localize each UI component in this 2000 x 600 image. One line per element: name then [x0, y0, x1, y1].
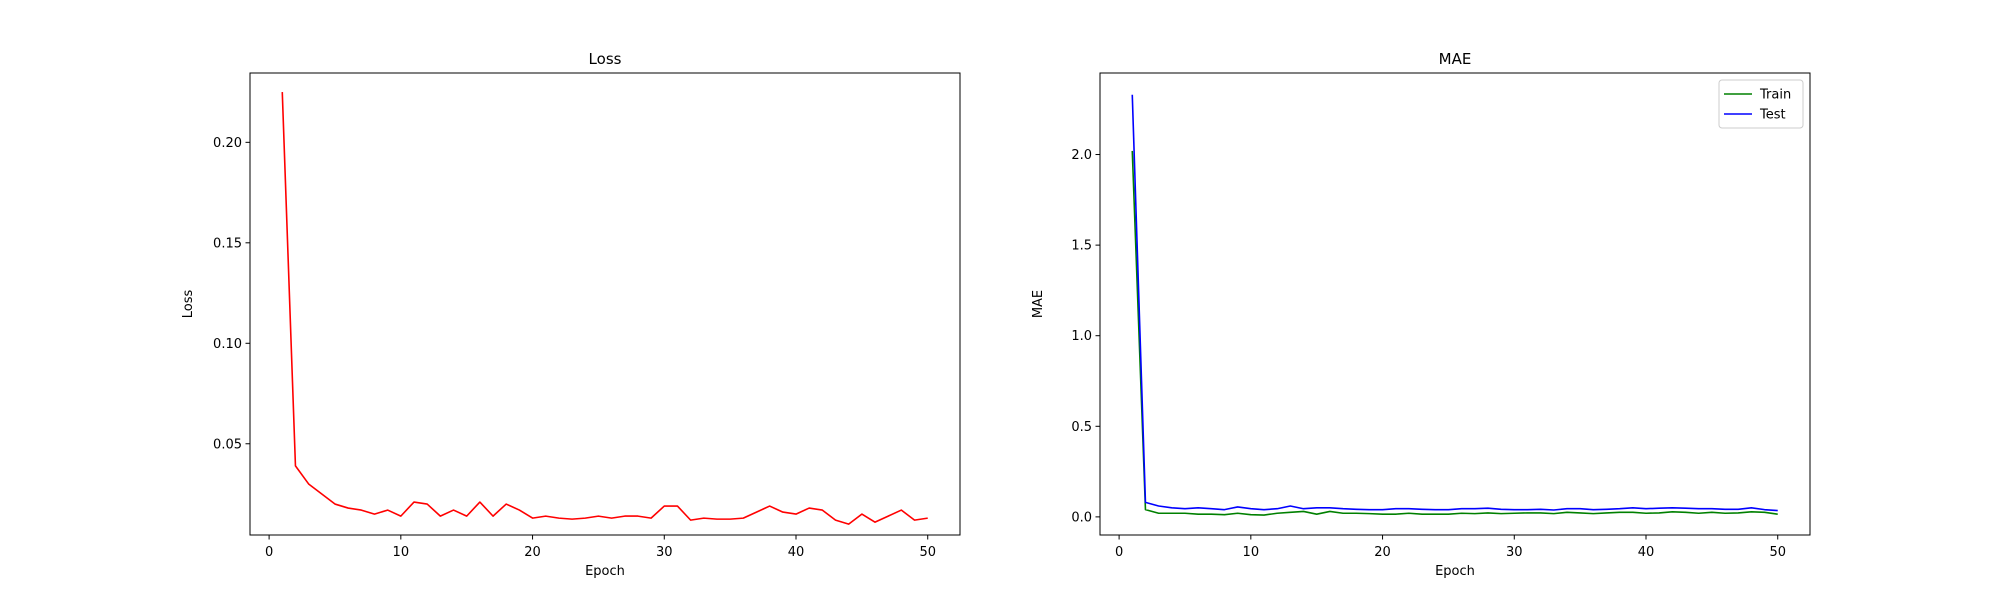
loss-loss-series-line	[281, 92, 928, 525]
mae-y-tick-label-2: 1.0	[1071, 329, 1092, 344]
mae-chart-title: MAE	[1439, 50, 1472, 68]
loss-y-tick-label-2: 0.15	[213, 236, 242, 251]
loss-x-tick-label-0: 0	[265, 545, 273, 560]
mae-legend-box	[1718, 79, 1804, 129]
loss-chart-title: Loss	[589, 50, 622, 68]
mae-x-tick-label-30: 30	[1506, 545, 1523, 560]
loss-x-axis-label: Epoch	[585, 564, 625, 579]
mae-x-axis-label: Epoch	[1435, 564, 1475, 579]
mae-plot-frame	[1099, 72, 1811, 536]
mae-legend-test-label: Test	[1759, 108, 1786, 123]
mae-y-tick-label-3: 1.5	[1071, 239, 1092, 254]
loss-x-tick-label-10: 10	[393, 545, 410, 560]
loss-y-tick-label-3: 0.20	[213, 136, 242, 151]
mae-y-tick-label-1: 0.5	[1071, 420, 1092, 435]
loss-y-tick-label-1: 0.10	[213, 337, 242, 352]
mae-x-tick-label-0: 0	[1115, 545, 1123, 560]
mae-x-tick-label-40: 40	[1638, 545, 1655, 560]
loss-x-tick-label-50: 50	[919, 545, 936, 560]
mae-y-tick-label-4: 2.0	[1071, 148, 1092, 163]
mae-legend: Train Test	[1718, 79, 1804, 129]
loss-x-tick-label-30: 30	[656, 545, 673, 560]
mae-legend-train-label: Train	[1759, 88, 1791, 103]
mae-y-axis-label: MAE	[1031, 290, 1046, 318]
mae-chart: MAE Epoch MAE 0 10 20 30 40 50 0.0 0.5 1.0 1.5 2.0…	[1031, 50, 1811, 579]
mae-x-tick-label-20: 20	[1374, 545, 1391, 560]
loss-x-tick-label-40: 40	[788, 545, 805, 560]
loss-plot-frame	[249, 72, 961, 536]
mae-train-series-line	[1131, 150, 1778, 516]
mae-x-tick-label-50: 50	[1769, 545, 1786, 560]
mae-x-tick-label-10: 10	[1243, 545, 1260, 560]
loss-y-axis-label: Loss	[181, 290, 196, 319]
loss-chart: Loss Epoch Loss 0 10 20 30 40 50 0.05 0.10 0.15 0…	[181, 50, 961, 579]
loss-y-tick-label-0: 0.05	[213, 437, 242, 452]
loss-x-tick-label-20: 20	[524, 545, 541, 560]
mae-y-tick-label-0: 0.0	[1071, 510, 1092, 525]
mae-test-series-line	[1131, 94, 1778, 512]
